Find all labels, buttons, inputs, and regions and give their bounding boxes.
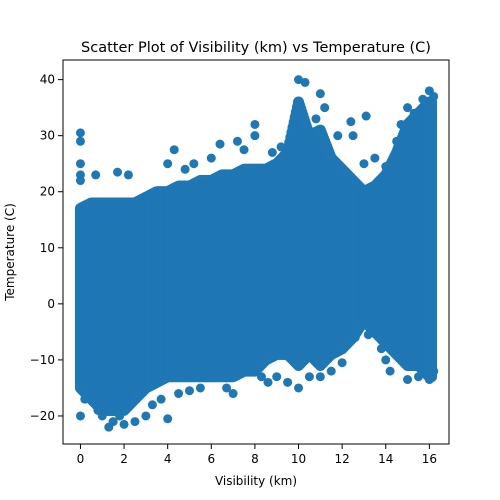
x-axis: 0 2 4 6 8 10 12 14 16	[77, 444, 437, 466]
data-point-1	[75, 136, 85, 146]
data-point-63	[376, 344, 386, 354]
y-tick-label-4: 20	[40, 185, 55, 199]
x-tick-label-5: 10	[291, 452, 306, 466]
data-point-36	[250, 131, 260, 141]
data-point-43	[287, 125, 297, 135]
data-point-4	[75, 176, 85, 186]
data-point-71	[409, 108, 419, 118]
data-point-18	[141, 411, 151, 421]
data-point-62	[370, 153, 380, 163]
y-axis: −20 −10 0 10 20 30 40	[30, 73, 63, 423]
data-point-38	[263, 377, 273, 387]
data-point-65	[381, 162, 391, 172]
data-point-5	[75, 411, 85, 421]
data-point-22	[163, 159, 173, 169]
chart-title: Scatter Plot of Visibility (km) vs Tempe…	[81, 40, 431, 56]
data-point-40	[272, 372, 282, 382]
data-point-66	[385, 366, 395, 376]
data-point-13	[115, 411, 125, 421]
data-point-47	[304, 372, 314, 382]
data-point-15	[113, 167, 123, 177]
y-axis-label: Temperature (C)	[3, 203, 17, 302]
data-point-12	[108, 417, 118, 427]
data-point-16	[123, 170, 133, 180]
data-point-58	[348, 176, 358, 186]
data-point-68	[396, 119, 406, 129]
x-tick-label-3: 6	[207, 452, 215, 466]
data-point-2	[75, 159, 85, 169]
x-tick-label-8: 16	[422, 452, 437, 466]
data-point-24	[174, 389, 184, 399]
y-tick-label-6: 40	[40, 73, 55, 87]
scatter-points	[74, 75, 439, 432]
data-point-26	[184, 386, 194, 396]
data-point-59	[359, 159, 369, 169]
data-point-45	[294, 383, 304, 393]
data-point-70	[403, 103, 413, 113]
x-tick-label-1: 2	[120, 452, 128, 466]
data-point-48	[311, 114, 321, 124]
data-point-10	[97, 411, 107, 421]
x-tick-label-2: 4	[164, 452, 172, 466]
data-point-57	[350, 332, 360, 342]
data-point-20	[156, 394, 166, 404]
data-point-69	[403, 375, 413, 385]
data-point-31	[222, 383, 232, 393]
data-point-29	[206, 153, 216, 163]
data-point-50	[320, 103, 330, 113]
data-point-73	[418, 94, 428, 104]
data-point-0	[75, 128, 85, 138]
data-point-28	[195, 383, 205, 393]
data-point-51	[315, 372, 325, 382]
y-tick-label-5: 30	[40, 129, 55, 143]
plot-frame	[62, 59, 450, 445]
data-point-30	[215, 139, 225, 149]
data-point-25	[180, 164, 190, 174]
data-point-75	[424, 375, 434, 385]
data-point-76	[429, 91, 439, 101]
y-tick-label-2: 0	[47, 297, 55, 311]
x-tick-label-4: 8	[251, 452, 259, 466]
data-point-52	[326, 366, 336, 376]
data-point-41	[276, 142, 286, 152]
data-point-56	[348, 131, 358, 141]
data-point-14	[119, 419, 129, 429]
data-point-39	[267, 148, 277, 157]
data-point-54	[337, 358, 347, 368]
data-point-23	[169, 145, 179, 155]
x-tick-label-6: 12	[335, 452, 350, 466]
data-point-60	[361, 111, 371, 121]
y-tick-label-3: 10	[40, 241, 55, 255]
data-point-17	[130, 417, 140, 427]
x-tick-label-7: 14	[378, 452, 393, 466]
data-point-77	[429, 366, 439, 376]
x-axis-label: Visibility (km)	[215, 474, 297, 488]
data-point-46	[300, 77, 310, 87]
data-point-64	[381, 355, 391, 365]
data-point-7	[80, 394, 90, 404]
data-point-42	[283, 377, 293, 387]
x-tick-label-0: 0	[77, 452, 85, 466]
data-point-21	[163, 414, 173, 424]
data-point-35	[250, 119, 260, 129]
data-point-6	[75, 383, 85, 393]
data-point-55	[346, 117, 356, 127]
data-point-37	[256, 372, 266, 382]
y-tick-label-1: −10	[30, 353, 55, 367]
y-tick-label-0: −20	[30, 409, 55, 423]
data-point-72	[413, 372, 423, 382]
data-point-67	[392, 136, 402, 146]
data-point-32	[228, 389, 238, 399]
data-point-27	[189, 159, 199, 169]
data-point-33	[232, 136, 242, 146]
data-point-19	[147, 400, 157, 410]
data-point-8	[91, 170, 101, 180]
data-point-34	[239, 145, 249, 155]
data-point-49	[315, 89, 325, 99]
data-point-53	[333, 131, 343, 141]
data-point-61	[363, 330, 373, 340]
